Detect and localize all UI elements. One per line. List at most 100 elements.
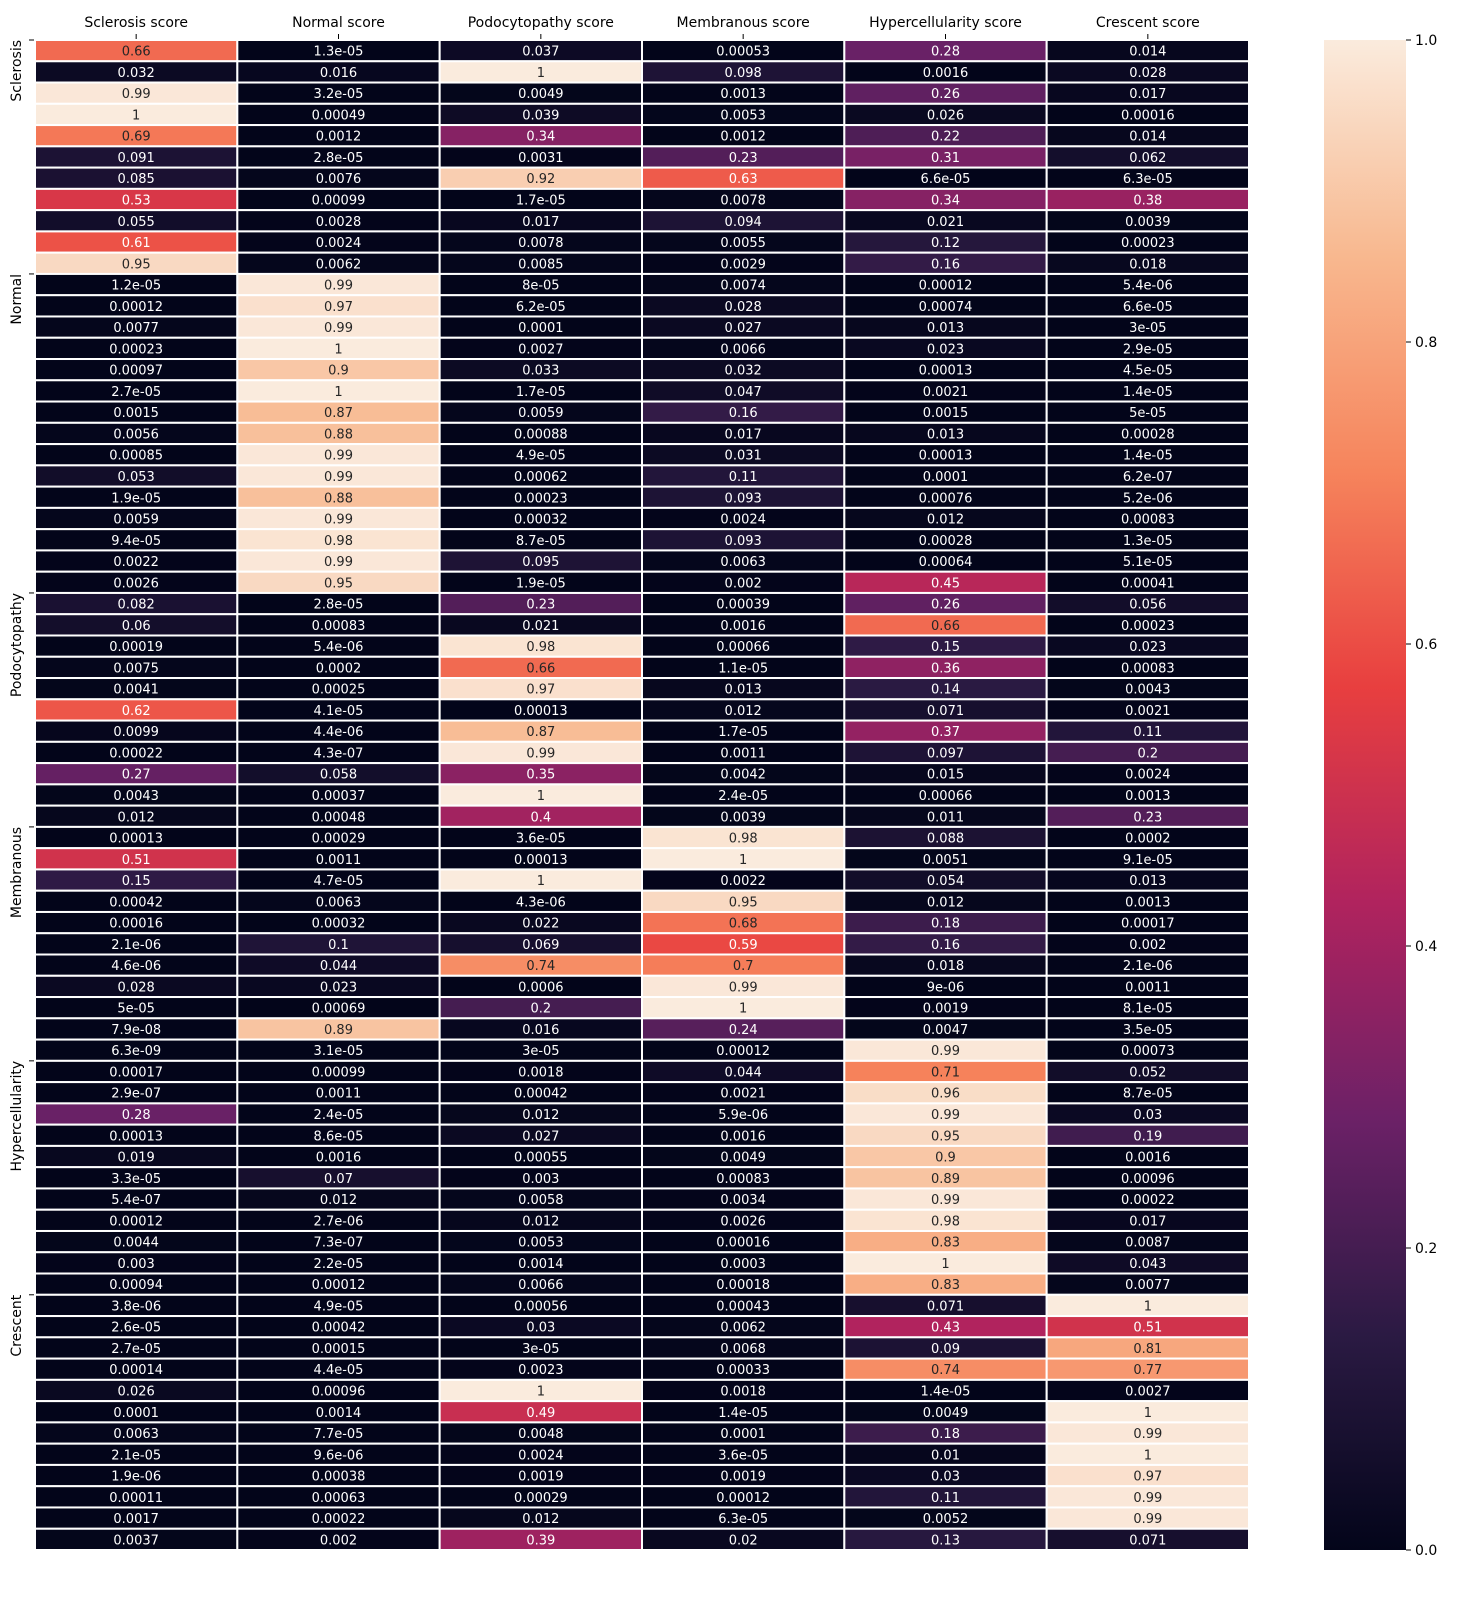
cell-value-label: 0.023: [927, 342, 964, 357]
cell-value-label: 0.26: [931, 87, 960, 102]
cell-value-label: 0.0019: [518, 1470, 564, 1485]
cell-value-label: 0.00085: [109, 449, 163, 464]
cell-value-label: 0.00013: [109, 832, 163, 847]
cell-value-label: 0.1: [328, 938, 349, 953]
cell-value-label: 1.3e-05: [314, 45, 364, 60]
cell-value-label: 1: [334, 385, 342, 400]
cell-value-label: 0.037: [522, 45, 559, 60]
cell-value-label: 0.00013: [514, 704, 568, 719]
cell-value-label: 0.021: [927, 215, 964, 230]
cell-value-label: 3.3e-05: [111, 1172, 161, 1187]
cell-value-label: 0.0044: [113, 1236, 159, 1251]
cell-value-label: 0.95: [729, 895, 758, 910]
cell-value-label: 0.37: [931, 725, 960, 740]
cell-value-label: 1.9e-05: [111, 491, 161, 506]
cell-value-label: 0.9: [935, 1151, 956, 1166]
cell-value-label: 0.00062: [514, 470, 568, 485]
cell-value-label: 0.017: [725, 427, 762, 442]
cell-value-label: 0.002: [320, 1533, 357, 1548]
cell-value-label: 3.5e-05: [1123, 1023, 1173, 1038]
cell-value-label: 0.0022: [113, 555, 159, 570]
cell-value-label: 0.49: [526, 1406, 555, 1421]
cell-value-label: 0.4: [530, 810, 551, 825]
cell-value-label: 0.0001: [923, 470, 969, 485]
cell-value-label: 0.0066: [720, 342, 766, 357]
cell-value-label: 0.31: [931, 151, 960, 166]
cell-value-label: 0.77: [1133, 1363, 1162, 1378]
cell-value-label: 0.00032: [514, 513, 568, 528]
cell-value-label: 0.014: [1129, 130, 1166, 145]
cell-value-label: 0.15: [122, 874, 151, 889]
colorbar-gradient: [1324, 40, 1406, 1550]
cell-value-label: 6.3e-05: [1123, 172, 1173, 187]
cell-value-label: 0.26: [931, 598, 960, 613]
cell-value-label: 0.00096: [1121, 1172, 1175, 1187]
cell-value-label: 1.3e-05: [1123, 534, 1173, 549]
cell-value-label: 0.0012: [720, 130, 766, 145]
cell-value-label: 7.7e-05: [314, 1427, 364, 1442]
cell-value-label: 0.0013: [1125, 895, 1171, 910]
cell-value-label: 0.014: [1129, 45, 1166, 60]
cell-value-label: 0.00042: [312, 1321, 366, 1336]
cell-value-label: 0.0019: [923, 1002, 969, 1017]
cell-value-label: 1.7e-05: [718, 725, 768, 740]
cell-value-label: 0.00012: [109, 1214, 163, 1229]
cell-value-label: 0.00016: [1121, 108, 1175, 123]
cell-value-label: 0.003: [118, 1257, 155, 1272]
cell-value-label: 4.3e-06: [516, 895, 566, 910]
cell-value-label: 1.7e-05: [516, 385, 566, 400]
cell-value-label: 0.0012: [316, 130, 362, 145]
cell-value-label: 0.00066: [919, 789, 973, 804]
cell-value-label: 5.4e-07: [111, 1193, 161, 1208]
cell-value-label: 0.015: [927, 768, 964, 783]
cell-value-label: 0.00063: [312, 1491, 366, 1506]
cell-value-label: 0.00033: [716, 1363, 770, 1378]
cell-value-label: 0.03: [1133, 1108, 1162, 1123]
cell-value-label: 0.00042: [109, 895, 163, 910]
cell-value-label: 0.63: [729, 172, 758, 187]
cell-value-label: 0.00029: [514, 1491, 568, 1506]
cell-value-label: 0.0063: [720, 555, 766, 570]
cell-value-label: 0.00012: [919, 279, 973, 294]
cell-value-label: 8e-05: [522, 279, 560, 294]
cell-value-label: 0.0062: [720, 1321, 766, 1336]
row-group-labels: Sclerosis Normal Podocytopathy Membranous Hy…: [9, 39, 34, 1357]
cell-value-label: 0.091: [118, 151, 155, 166]
cell-value-label: 0.36: [931, 661, 960, 676]
cell-value-label: 0.0027: [1125, 1384, 1171, 1399]
column-label: Membranous score: [677, 15, 810, 31]
cell-value-label: 0.0029: [720, 257, 766, 272]
cell-value-label: 0.00018: [716, 1278, 770, 1293]
cell-value-label: 0.062: [1129, 151, 1166, 166]
cell-value-label: 0.22: [931, 130, 960, 145]
cell-value-label: 0.052: [1129, 1065, 1166, 1080]
cell-value-label: 2.4e-05: [314, 1108, 364, 1123]
cell-value-label: 0.0074: [720, 279, 766, 294]
cell-value-label: 0.0087: [1125, 1236, 1171, 1251]
cell-value-label: 0.0011: [316, 853, 362, 868]
cell-value-label: 0.0024: [316, 236, 362, 251]
cell-value-label: 0.0039: [1125, 215, 1171, 230]
cell-value-label: 0.66: [122, 45, 151, 60]
cell-value-label: 3.6e-05: [516, 832, 566, 847]
cell-value-label: 2.6e-05: [111, 1321, 161, 1336]
cell-value-label: 0.0078: [518, 236, 564, 251]
cell-value-label: 2.2e-05: [314, 1257, 364, 1272]
cell-value-label: 0.018: [927, 959, 964, 974]
cell-value-label: 0.13: [931, 1533, 960, 1548]
cell-value-label: 3.6e-05: [718, 1448, 768, 1463]
column-label: Normal score: [292, 15, 385, 31]
cell-value-label: 0.093: [725, 491, 762, 506]
cell-value-label: 0.027: [522, 1129, 559, 1144]
cell-value-label: 0.031: [725, 449, 762, 464]
cell-value-label: 0.59: [729, 938, 758, 953]
cell-value-label: 0.15: [931, 640, 960, 655]
cell-value-label: 0.00064: [919, 555, 973, 570]
cell-value-label: 0.16: [931, 257, 960, 272]
colorbar-tick-label: 0.0: [1415, 1543, 1437, 1559]
cell-value-label: 0.00042: [514, 1087, 568, 1102]
cell-value-label: 0.89: [931, 1172, 960, 1187]
cell-value-label: 0.03: [526, 1321, 555, 1336]
cell-value-label: 0.0043: [113, 789, 159, 804]
